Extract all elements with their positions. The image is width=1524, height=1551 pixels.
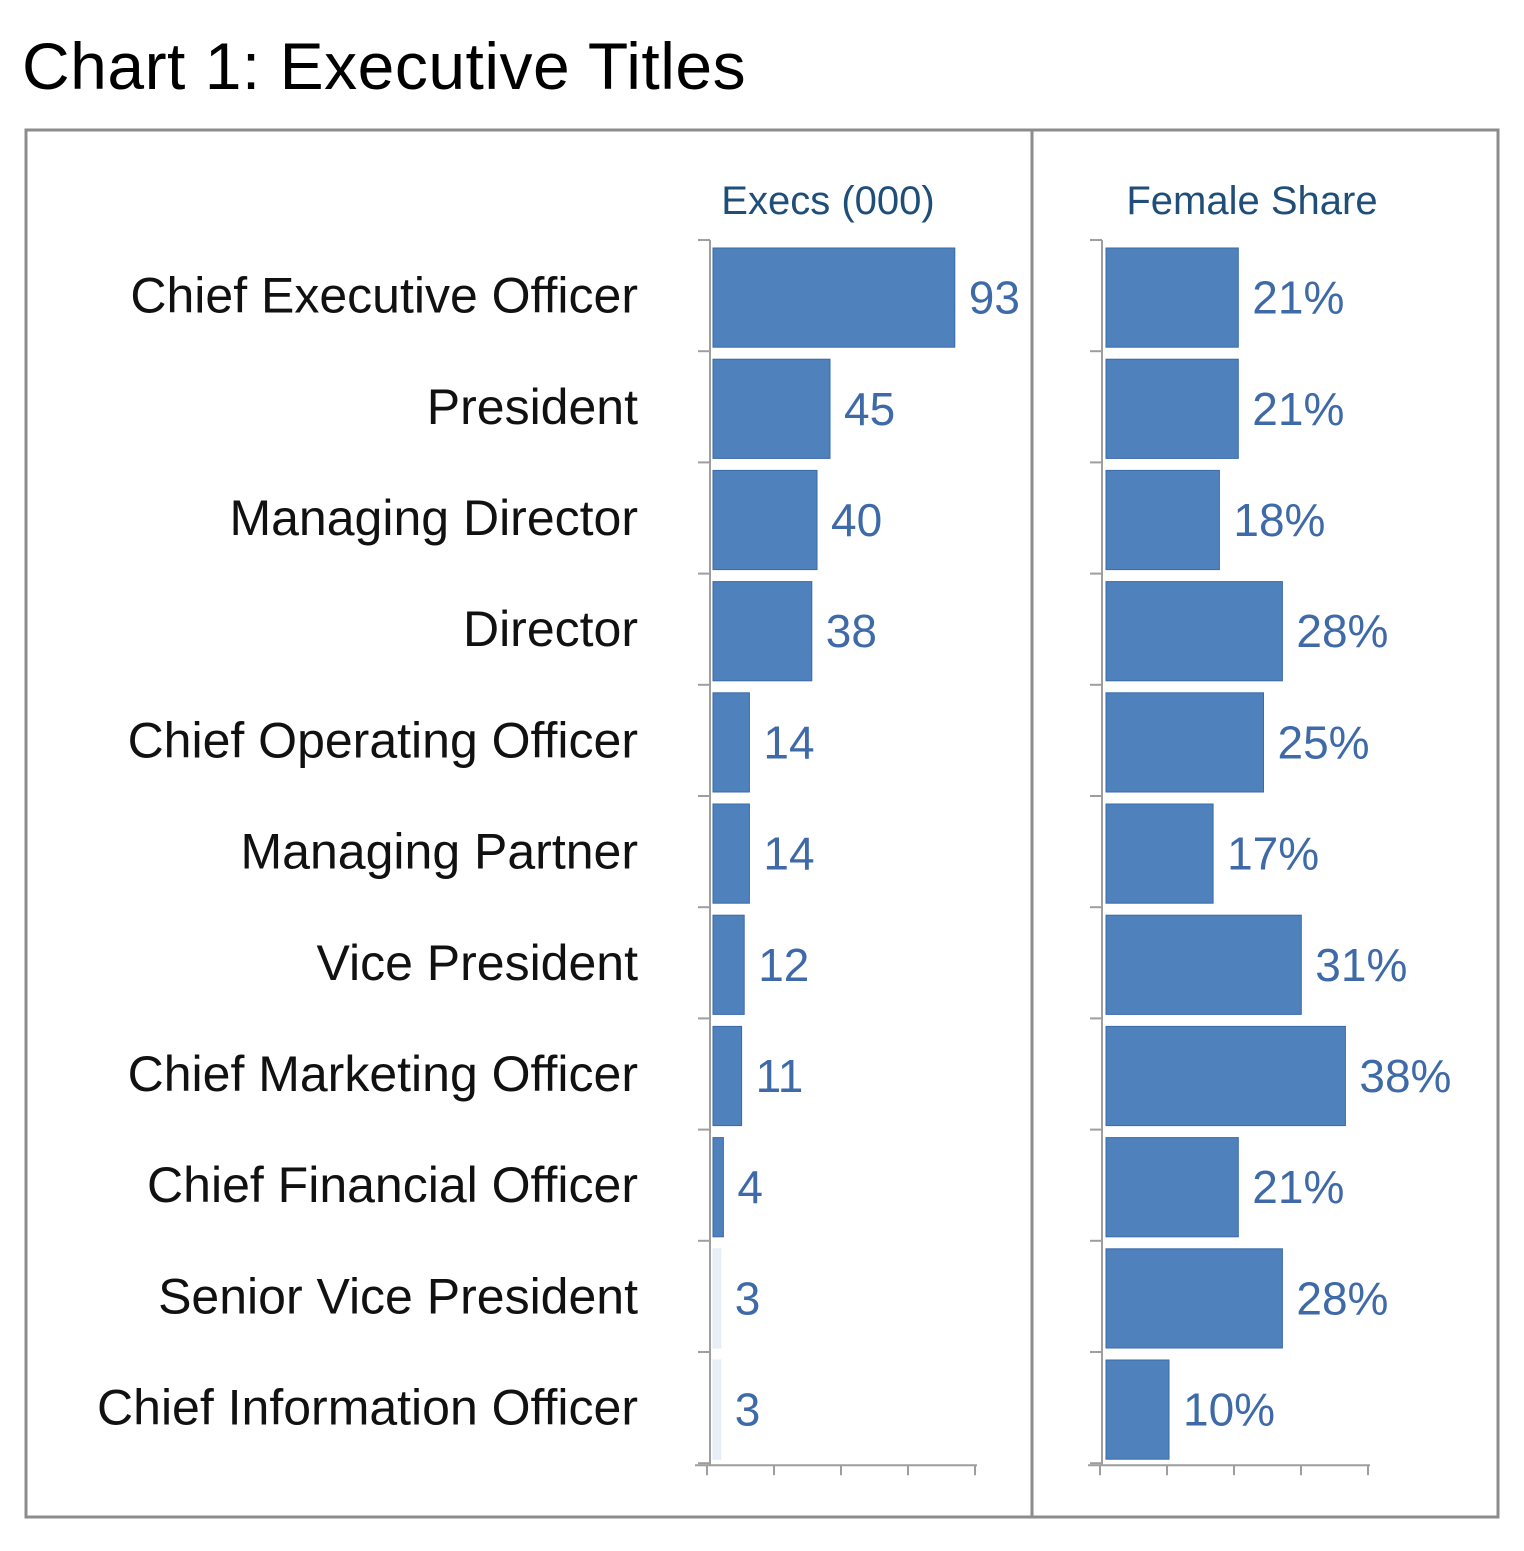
bar bbox=[712, 581, 813, 682]
bar bbox=[1105, 581, 1283, 682]
bar bbox=[1105, 1248, 1283, 1349]
category-label: Vice President bbox=[317, 935, 639, 991]
data-label: 18% bbox=[1233, 494, 1325, 546]
data-label: 38% bbox=[1359, 1050, 1451, 1102]
data-label: 10% bbox=[1183, 1384, 1275, 1436]
data-label: 11 bbox=[756, 1050, 804, 1102]
panel-female-share: Female Share 21% 21% 18% 28% 25% 17% 31% 38% 21% 2… bbox=[1088, 179, 1451, 1476]
data-label: 3 bbox=[735, 1272, 761, 1324]
category-label: Managing Director bbox=[229, 490, 638, 546]
bar bbox=[1105, 1359, 1170, 1460]
data-label: 45 bbox=[844, 383, 895, 435]
category-label: Chief Marketing Officer bbox=[128, 1046, 638, 1102]
category-label: Chief Information Officer bbox=[97, 1380, 638, 1436]
bar bbox=[712, 469, 818, 571]
data-label: 40 bbox=[831, 494, 882, 546]
bar bbox=[712, 358, 831, 459]
bar bbox=[712, 1137, 724, 1238]
panel-title: Female Share bbox=[1126, 179, 1377, 223]
category-label: President bbox=[427, 379, 638, 435]
bar bbox=[1105, 803, 1214, 904]
data-label: 31% bbox=[1315, 939, 1407, 991]
chart-frame bbox=[24, 128, 1500, 1519]
bar bbox=[712, 1025, 743, 1127]
bar bbox=[1105, 469, 1220, 571]
data-label: 21% bbox=[1252, 272, 1344, 324]
bar bbox=[1105, 692, 1264, 793]
bar bbox=[712, 692, 750, 793]
data-label: 4 bbox=[737, 1161, 763, 1213]
data-label: 38 bbox=[826, 605, 877, 657]
panel-execs: Execs (000) 93 45 40 38 14 14 12 11 4 3 3 bbox=[695, 179, 1020, 1476]
category-labels: Chief Executive Officer President Managing… bbox=[97, 268, 638, 1436]
bar bbox=[712, 803, 750, 904]
bar bbox=[1105, 358, 1239, 459]
category-label: Managing Partner bbox=[241, 824, 638, 880]
category-label: Director bbox=[463, 601, 638, 657]
chart-title: Chart 1: Executive Titles bbox=[22, 29, 747, 103]
data-label: 17% bbox=[1227, 828, 1319, 880]
bar bbox=[1105, 914, 1302, 1015]
data-label: 28% bbox=[1296, 1272, 1388, 1324]
bar bbox=[712, 914, 745, 1015]
data-label: 14 bbox=[763, 716, 814, 768]
category-label: Chief Financial Officer bbox=[147, 1157, 638, 1213]
bar bbox=[712, 247, 956, 348]
category-label: Senior Vice President bbox=[158, 1268, 638, 1324]
data-label: 21% bbox=[1252, 1161, 1344, 1213]
panel-title: Execs (000) bbox=[721, 179, 934, 223]
category-label: Chief Executive Officer bbox=[130, 268, 638, 324]
data-label: 3 bbox=[735, 1384, 761, 1436]
data-label: 12 bbox=[758, 939, 809, 991]
data-label: 28% bbox=[1296, 605, 1388, 657]
category-label: Chief Operating Officer bbox=[128, 712, 638, 768]
data-label: 21% bbox=[1252, 383, 1344, 435]
data-label: 25% bbox=[1278, 716, 1370, 768]
data-label: 14 bbox=[763, 828, 814, 880]
bar bbox=[1105, 1025, 1346, 1127]
bar bbox=[712, 1248, 722, 1349]
bar bbox=[712, 1359, 722, 1460]
data-label: 93 bbox=[969, 272, 1020, 324]
bar bbox=[1105, 1137, 1239, 1238]
bar bbox=[1105, 247, 1239, 348]
